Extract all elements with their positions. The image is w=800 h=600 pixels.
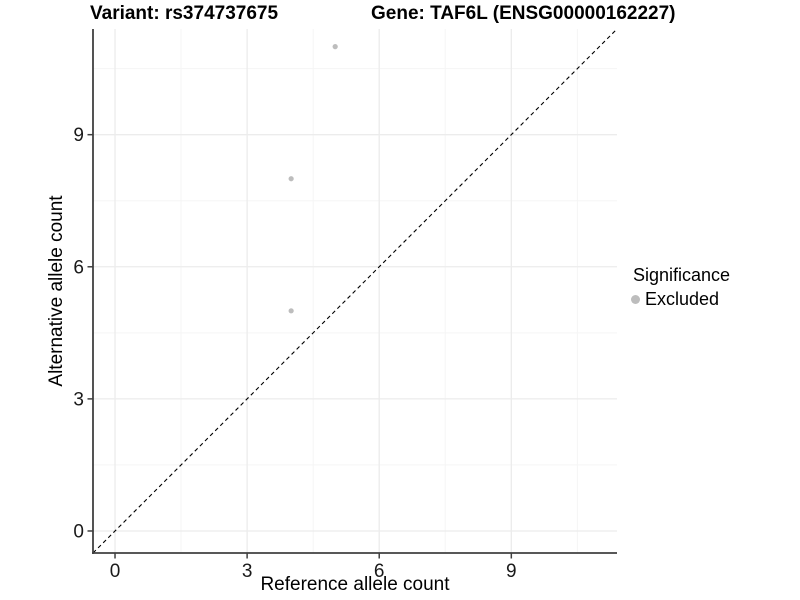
data-point (288, 308, 294, 314)
plot-title-gene: Gene: TAF6L (ENSG00000162227) (371, 3, 676, 24)
x-tick-label: 9 (506, 561, 517, 582)
legend-item-label: Excluded (645, 289, 720, 309)
x-axis-title: Reference allele count (260, 574, 450, 595)
y-axis-title: Alternative allele count (46, 195, 67, 387)
x-tick-label: 3 (242, 561, 253, 582)
y-tick-label: 6 (73, 257, 84, 278)
legend: Significance Excluded (631, 265, 730, 310)
identity-dashed-line (92, 28, 618, 554)
y-tick-label: 3 (73, 389, 84, 410)
data-point (332, 44, 338, 50)
plot-title-variant: Variant: rs374737675 (90, 3, 279, 24)
y-tick-label: 9 (73, 125, 84, 146)
x-tick-label: 6 (374, 561, 385, 582)
legend-point-icon (631, 295, 640, 304)
legend-title: Significance (633, 265, 731, 285)
legend-item-excluded: Excluded (631, 289, 730, 310)
data-point (288, 176, 294, 182)
y-tick-label: 0 (73, 521, 84, 542)
x-tick-label: 0 (110, 561, 121, 582)
